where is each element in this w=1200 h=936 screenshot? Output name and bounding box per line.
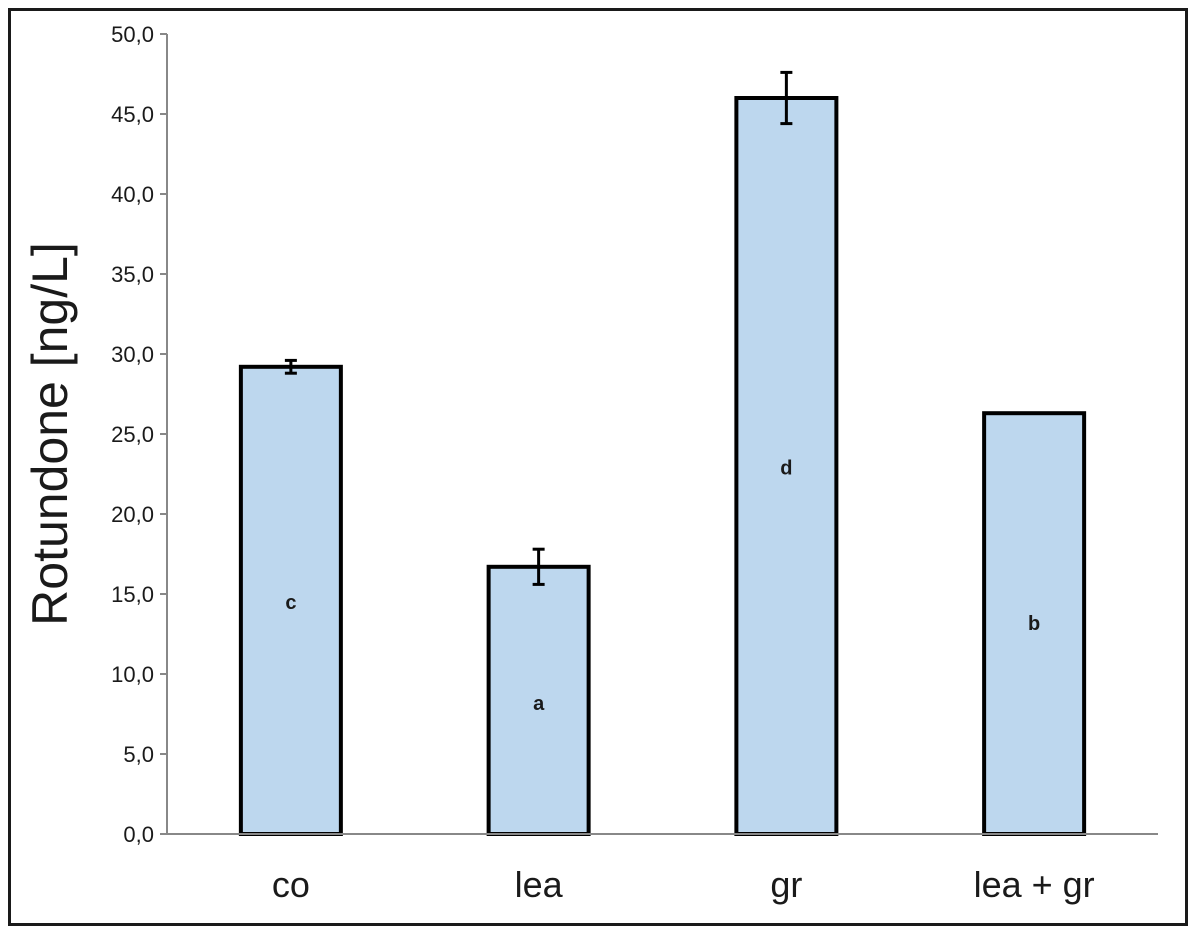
bar-gr [734, 96, 839, 836]
x-category-label: co [272, 864, 310, 905]
y-tick-label: 10,0 [111, 662, 154, 687]
y-tick-label: 20,0 [111, 502, 154, 527]
y-tick-label: 45,0 [111, 102, 154, 127]
bar-co [238, 364, 343, 836]
bar-lea-gr [982, 411, 1087, 836]
y-axis-title: Rotundone [ng/L] [22, 242, 78, 626]
y-tick-label: 25,0 [111, 422, 154, 447]
y-tick-label: 15,0 [111, 582, 154, 607]
y-tick-label: 5,0 [123, 742, 154, 767]
significance-label: a [533, 693, 545, 715]
significance-label: b [1028, 613, 1040, 635]
bars [238, 96, 1087, 836]
x-category-label: lea + gr [974, 864, 1095, 905]
y-tick-label: 0,0 [123, 822, 154, 847]
y-tick-label: 35,0 [111, 262, 154, 287]
x-axis-labels: co lea gr lea + gr [272, 864, 1095, 905]
y-tick-label: 30,0 [111, 342, 154, 367]
y-tick-label: 50,0 [111, 22, 154, 47]
significance-labels: c a d b [285, 458, 1040, 715]
significance-label: c [285, 592, 296, 614]
error-bars [284, 70, 793, 586]
x-category-label: lea [515, 864, 564, 905]
y-tick-label: 40,0 [111, 182, 154, 207]
significance-label: d [780, 458, 792, 480]
bar-lea [486, 564, 591, 836]
y-axis-ticks: 0,0 5,0 10,0 15,0 20,0 25,0 30,0 35,0 40,0 45,0 50… [111, 22, 167, 847]
x-category-label: gr [770, 864, 802, 905]
